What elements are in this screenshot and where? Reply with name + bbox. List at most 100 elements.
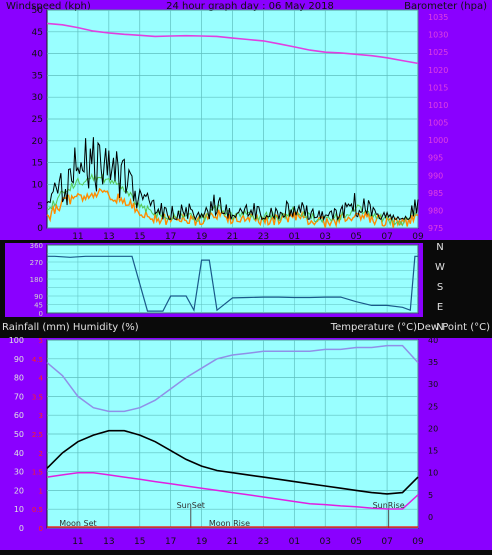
wind-tick-label: 40 xyxy=(32,50,44,60)
barometer-line xyxy=(46,22,419,65)
wind-time-label: 11 xyxy=(72,232,83,242)
humidity-axis-title: Rainfall (mm) Humidity (%) xyxy=(2,322,139,333)
barometer-tick-label: 1000 xyxy=(428,136,448,145)
wind-tick-label: 5 xyxy=(37,202,43,212)
compass-label: N xyxy=(436,242,443,253)
direction-tick-label: 270 xyxy=(30,259,43,267)
wind-time-label: 19 xyxy=(196,232,208,242)
wind-axis-title: Windspeed (kph) xyxy=(6,1,91,12)
temperature-tick-label: 25 xyxy=(428,402,438,411)
wind-time-label: 23 xyxy=(258,232,269,242)
wind-time-label: 03 xyxy=(320,232,331,242)
temperature-line xyxy=(46,429,419,495)
temperature-tick-label: 30 xyxy=(428,380,438,389)
wind-time-label: 07 xyxy=(381,232,392,242)
wind-tick-label: 20 xyxy=(32,137,44,147)
wind-time-label: 17 xyxy=(165,232,176,242)
barometer-tick-label: 990 xyxy=(428,171,443,180)
wind-tick-label: 15 xyxy=(32,159,43,169)
temperature-tick-label: 10 xyxy=(428,469,438,478)
barometer-tick-label: 1035 xyxy=(428,13,448,22)
wind-tick-label: 50 xyxy=(32,6,44,16)
barometer-tick-label: 1020 xyxy=(428,66,448,75)
sunset-label: SunSet xyxy=(177,501,205,510)
temp-time-label: 09 xyxy=(412,537,424,547)
humidity-tick-label: 100 xyxy=(9,336,24,345)
temperature-tick-label: 20 xyxy=(428,424,438,433)
humidity-tick-label: 60 xyxy=(14,411,24,420)
wind-time-label: 21 xyxy=(227,232,238,242)
sunrise-label: SunRise xyxy=(373,501,405,510)
humidity-tick-label: 40 xyxy=(14,449,24,458)
rain-tick-label: 2.5 xyxy=(32,431,43,439)
rain-tick-label: 2 xyxy=(39,450,43,458)
grid-lines xyxy=(47,9,419,529)
humidity-tick-label: 80 xyxy=(14,374,24,383)
barometer-tick-label: 1005 xyxy=(428,119,448,128)
chart-title: 24 hour graph day : 06 May 2018 xyxy=(166,1,334,12)
barometer-tick-label: 975 xyxy=(428,224,443,233)
temperature-tick-label: 40 xyxy=(428,336,438,345)
humidity-tick-label: 20 xyxy=(14,486,24,495)
temp-time-label: 03 xyxy=(320,537,331,547)
rain-tick-label: 4 xyxy=(39,375,44,383)
compass-label: E xyxy=(437,302,443,313)
barometer-tick-label: 985 xyxy=(428,189,443,198)
wind-tick-label: 35 xyxy=(32,71,43,81)
compass-label: N xyxy=(436,322,443,333)
rain-tick-label: 4.5 xyxy=(32,356,43,364)
wind-time-label: 13 xyxy=(103,232,114,242)
wind-tick-label: 0 xyxy=(37,224,43,234)
direction-tick-label: 45 xyxy=(34,302,43,310)
humidity-tick-label: 70 xyxy=(14,392,24,401)
wind-time-label: 15 xyxy=(134,232,145,242)
rain-tick-label: 0.5 xyxy=(32,506,43,514)
direction-tick-label: 0 xyxy=(39,310,43,318)
barometer-tick-label: 1010 xyxy=(428,101,448,110)
rain-tick-label: 1.5 xyxy=(32,469,43,477)
humidity-line xyxy=(46,344,419,413)
barometer-tick-label: 1025 xyxy=(428,48,448,57)
wind-direction-line xyxy=(47,255,418,313)
wind-tick-label: 10 xyxy=(32,180,44,190)
humidity-tick-label: 90 xyxy=(14,355,24,364)
temp-time-label: 13 xyxy=(103,537,114,547)
rain-tick-label: 3 xyxy=(39,412,43,420)
temp-time-label: 17 xyxy=(165,537,176,547)
rain-tick-label: 1 xyxy=(39,487,43,495)
moonset-label: Moon Set xyxy=(59,519,96,528)
temperature-axis-title: Temperature (°C)Dew Point (°C) xyxy=(330,322,490,333)
wind-time-label: 05 xyxy=(350,232,361,242)
direction-tick-label: 360 xyxy=(30,242,43,250)
barometer-axis-title: Barometer (hpa) xyxy=(404,1,487,12)
temperature-tick-label: 35 xyxy=(428,358,438,367)
wind-gust-line xyxy=(46,172,419,227)
temperature-tick-label: 0 xyxy=(428,513,433,522)
humidity-tick-label: 50 xyxy=(14,430,24,439)
rain-tick-label: 0 xyxy=(39,525,43,533)
temp-time-label: 21 xyxy=(227,537,238,547)
wind-time-label: 09 xyxy=(412,232,424,242)
humidity-tick-label: 30 xyxy=(14,468,24,477)
wind-time-label: 01 xyxy=(289,232,300,242)
barometer-tick-label: 995 xyxy=(428,154,443,163)
compass-label: S xyxy=(437,282,443,293)
temp-time-label: 07 xyxy=(381,537,392,547)
barometer-tick-label: 1015 xyxy=(428,83,448,92)
humidity-tick-label: 0 xyxy=(19,524,24,533)
temp-time-label: 15 xyxy=(134,537,145,547)
rain-tick-label: 3.5 xyxy=(32,393,43,401)
compass-label: W xyxy=(435,262,445,273)
windspeed-line xyxy=(46,137,419,222)
temp-time-label: 01 xyxy=(289,537,300,547)
wind-tick-label: 30 xyxy=(32,93,44,103)
temp-time-label: 11 xyxy=(72,537,83,547)
chart-marks xyxy=(46,22,419,528)
temp-time-label: 23 xyxy=(258,537,269,547)
wind-tick-label: 45 xyxy=(32,28,43,38)
direction-tick-label: 180 xyxy=(30,276,43,284)
humidity-tick-label: 10 xyxy=(14,505,24,514)
temperature-tick-label: 15 xyxy=(428,447,438,456)
temp-time-label: 05 xyxy=(350,537,361,547)
